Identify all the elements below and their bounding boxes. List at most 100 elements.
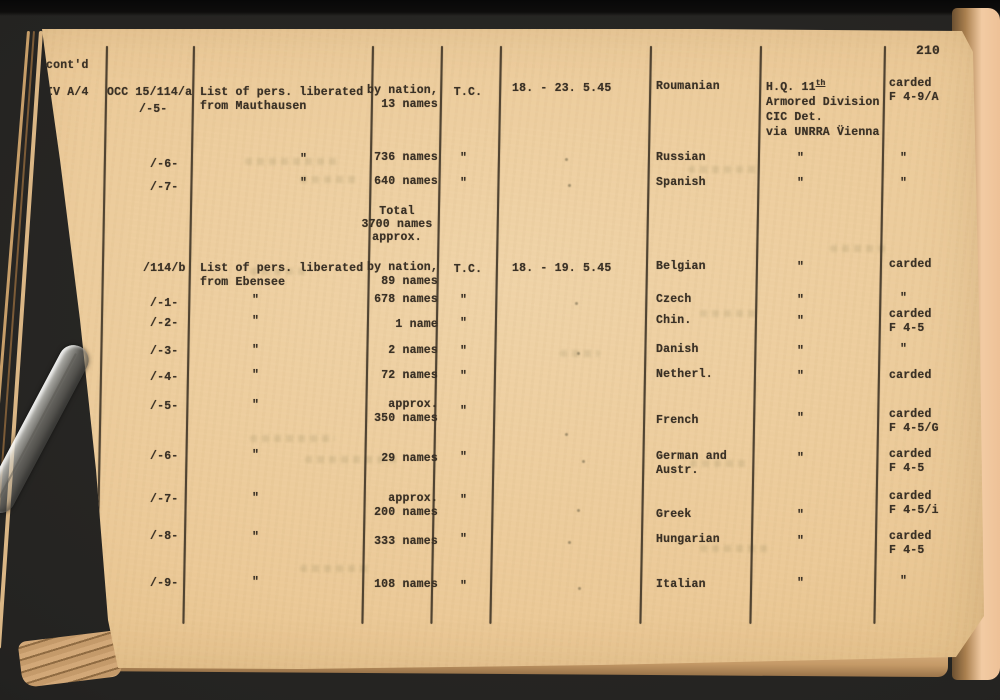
table-column-rule [182, 45, 195, 624]
paper-speck [568, 541, 571, 544]
cell-count: 333 names [374, 535, 438, 548]
cell-count: by nation, 13 names [366, 84, 438, 111]
ditto-mark: " [900, 292, 908, 305]
ditto-mark: " [900, 177, 908, 190]
ink-bleed-smudge [305, 456, 400, 463]
ditto-mark: " [252, 531, 260, 544]
cell-ref: /-7- [150, 493, 179, 506]
cell-carded: carded F 4-9/A [889, 77, 939, 104]
cell-nationality: Danish [656, 343, 699, 356]
ditto-mark: " [797, 452, 805, 465]
ditto-mark: " [252, 492, 260, 505]
cell-ref: /-6- [150, 158, 179, 171]
cell-description: List of pers. liberated from Mauthausen [200, 86, 364, 113]
ditto-mark: " [460, 294, 468, 307]
ditto-mark: " [460, 370, 468, 383]
cell-count: approx. 350 names [374, 398, 438, 425]
table-column-rule [749, 45, 762, 624]
ditto-mark: " [797, 535, 805, 548]
ditto-mark: " [252, 369, 260, 382]
cell-ref: /-4- [150, 371, 179, 384]
ditto-mark: " [797, 509, 805, 522]
ink-bleed-smudge [830, 245, 890, 252]
cell-count: 108 names [374, 578, 438, 591]
cell-ref: /-5- [150, 400, 179, 413]
cell-ref: /114/b [143, 262, 186, 275]
cell-ref: /-5- [139, 103, 168, 116]
ink-bleed-smudge [700, 545, 770, 552]
cell-authority: H.Q. 11th Armored Division CIC Det. via U… [766, 76, 880, 140]
cell-ref: /-2- [150, 317, 179, 330]
authority-hq: H.Q. 11 [766, 80, 816, 94]
ink-bleed-smudge [688, 166, 758, 173]
cell-nationality: German and Austr. [656, 450, 728, 477]
cell-count: 640 names [374, 175, 438, 188]
authority-ordinal: th [815, 79, 826, 88]
ink-bleed-smudge [300, 176, 360, 183]
cell-count: 2 names [388, 344, 438, 357]
ditto-mark: " [460, 494, 468, 507]
authority-lines: Armored Division CIC Det. via UNRRA V̈ie… [766, 95, 880, 139]
page-number: 210 [916, 43, 941, 58]
paper-speck [575, 302, 578, 305]
ditto-mark: " [300, 177, 308, 190]
paper-speck [577, 509, 580, 512]
ditto-mark: " [797, 577, 805, 590]
cell-total: Total 3700 names approx. [361, 205, 433, 244]
table-column-rule [95, 45, 108, 624]
cell-tc: T.C. [453, 263, 483, 276]
ditto-mark: " [460, 533, 468, 546]
cell-carded: carded [889, 258, 932, 271]
ditto-mark: " [460, 580, 468, 593]
cell-carded: carded [889, 369, 932, 382]
cell-carded: carded F 4-5 [889, 448, 932, 475]
cell-ref: /-6- [150, 450, 179, 463]
ditto-mark: " [252, 576, 260, 589]
ink-bleed-smudge [250, 435, 335, 442]
ditto-mark: " [797, 294, 805, 307]
ditto-mark: " [460, 345, 468, 358]
ditto-mark: " [460, 317, 468, 330]
ditto-mark: " [460, 177, 468, 190]
ditto-mark: " [300, 153, 308, 166]
paper-speck [582, 460, 585, 463]
paper-speck [565, 158, 568, 161]
continued-label: cont'd [46, 59, 89, 72]
cell-nationality: Russian [656, 151, 706, 164]
ditto-mark: " [797, 261, 805, 274]
cell-ref: /-3- [150, 345, 179, 358]
cell-nationality: Chin. [656, 314, 692, 327]
ditto-mark: " [460, 152, 468, 165]
ink-bleed-smudge [250, 268, 310, 275]
cell-nationality: Belgian [656, 260, 706, 273]
paper-speck [568, 184, 571, 187]
cell-description: List of pers. liberated from Ebensee [200, 262, 364, 289]
cell-count: 678 names [374, 293, 438, 306]
ink-bleed-smudge [245, 158, 340, 165]
table-column-rule [489, 45, 502, 624]
ditto-mark: " [797, 177, 805, 190]
ditto-mark: " [252, 399, 260, 412]
page-stack-corner [17, 630, 123, 688]
ditto-mark: " [900, 152, 908, 165]
cell-ref: /-9- [150, 577, 179, 590]
cell-carded: carded F 4-5/G [889, 408, 939, 435]
cell-ref: OCC 15/114/a [107, 86, 193, 99]
ditto-mark: " [252, 344, 260, 357]
ditto-mark: " [252, 449, 260, 462]
ditto-mark: " [900, 343, 908, 356]
cell-tc: T.C. [453, 86, 483, 99]
ditto-mark: " [797, 315, 805, 328]
ink-bleed-smudge [700, 310, 760, 317]
cell-nationality: Roumanian [656, 80, 720, 93]
ditto-mark: " [900, 575, 908, 588]
ditto-mark: " [460, 405, 468, 418]
cell-count: 72 names [381, 369, 438, 382]
cell-nationality: Italian [656, 578, 706, 591]
ditto-mark: " [252, 294, 260, 307]
cell-ref: /-7- [150, 181, 179, 194]
cell-count: by nation, 89 names [366, 261, 438, 288]
cell-date: 18. - 19. 5.45 [512, 262, 612, 275]
cell-carded: carded F 4-5 [889, 308, 932, 335]
